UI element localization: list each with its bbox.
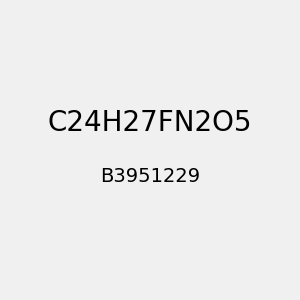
Text: C24H27FN2O5: C24H27FN2O5 [48, 109, 252, 137]
Text: B3951229: B3951229 [100, 167, 200, 187]
